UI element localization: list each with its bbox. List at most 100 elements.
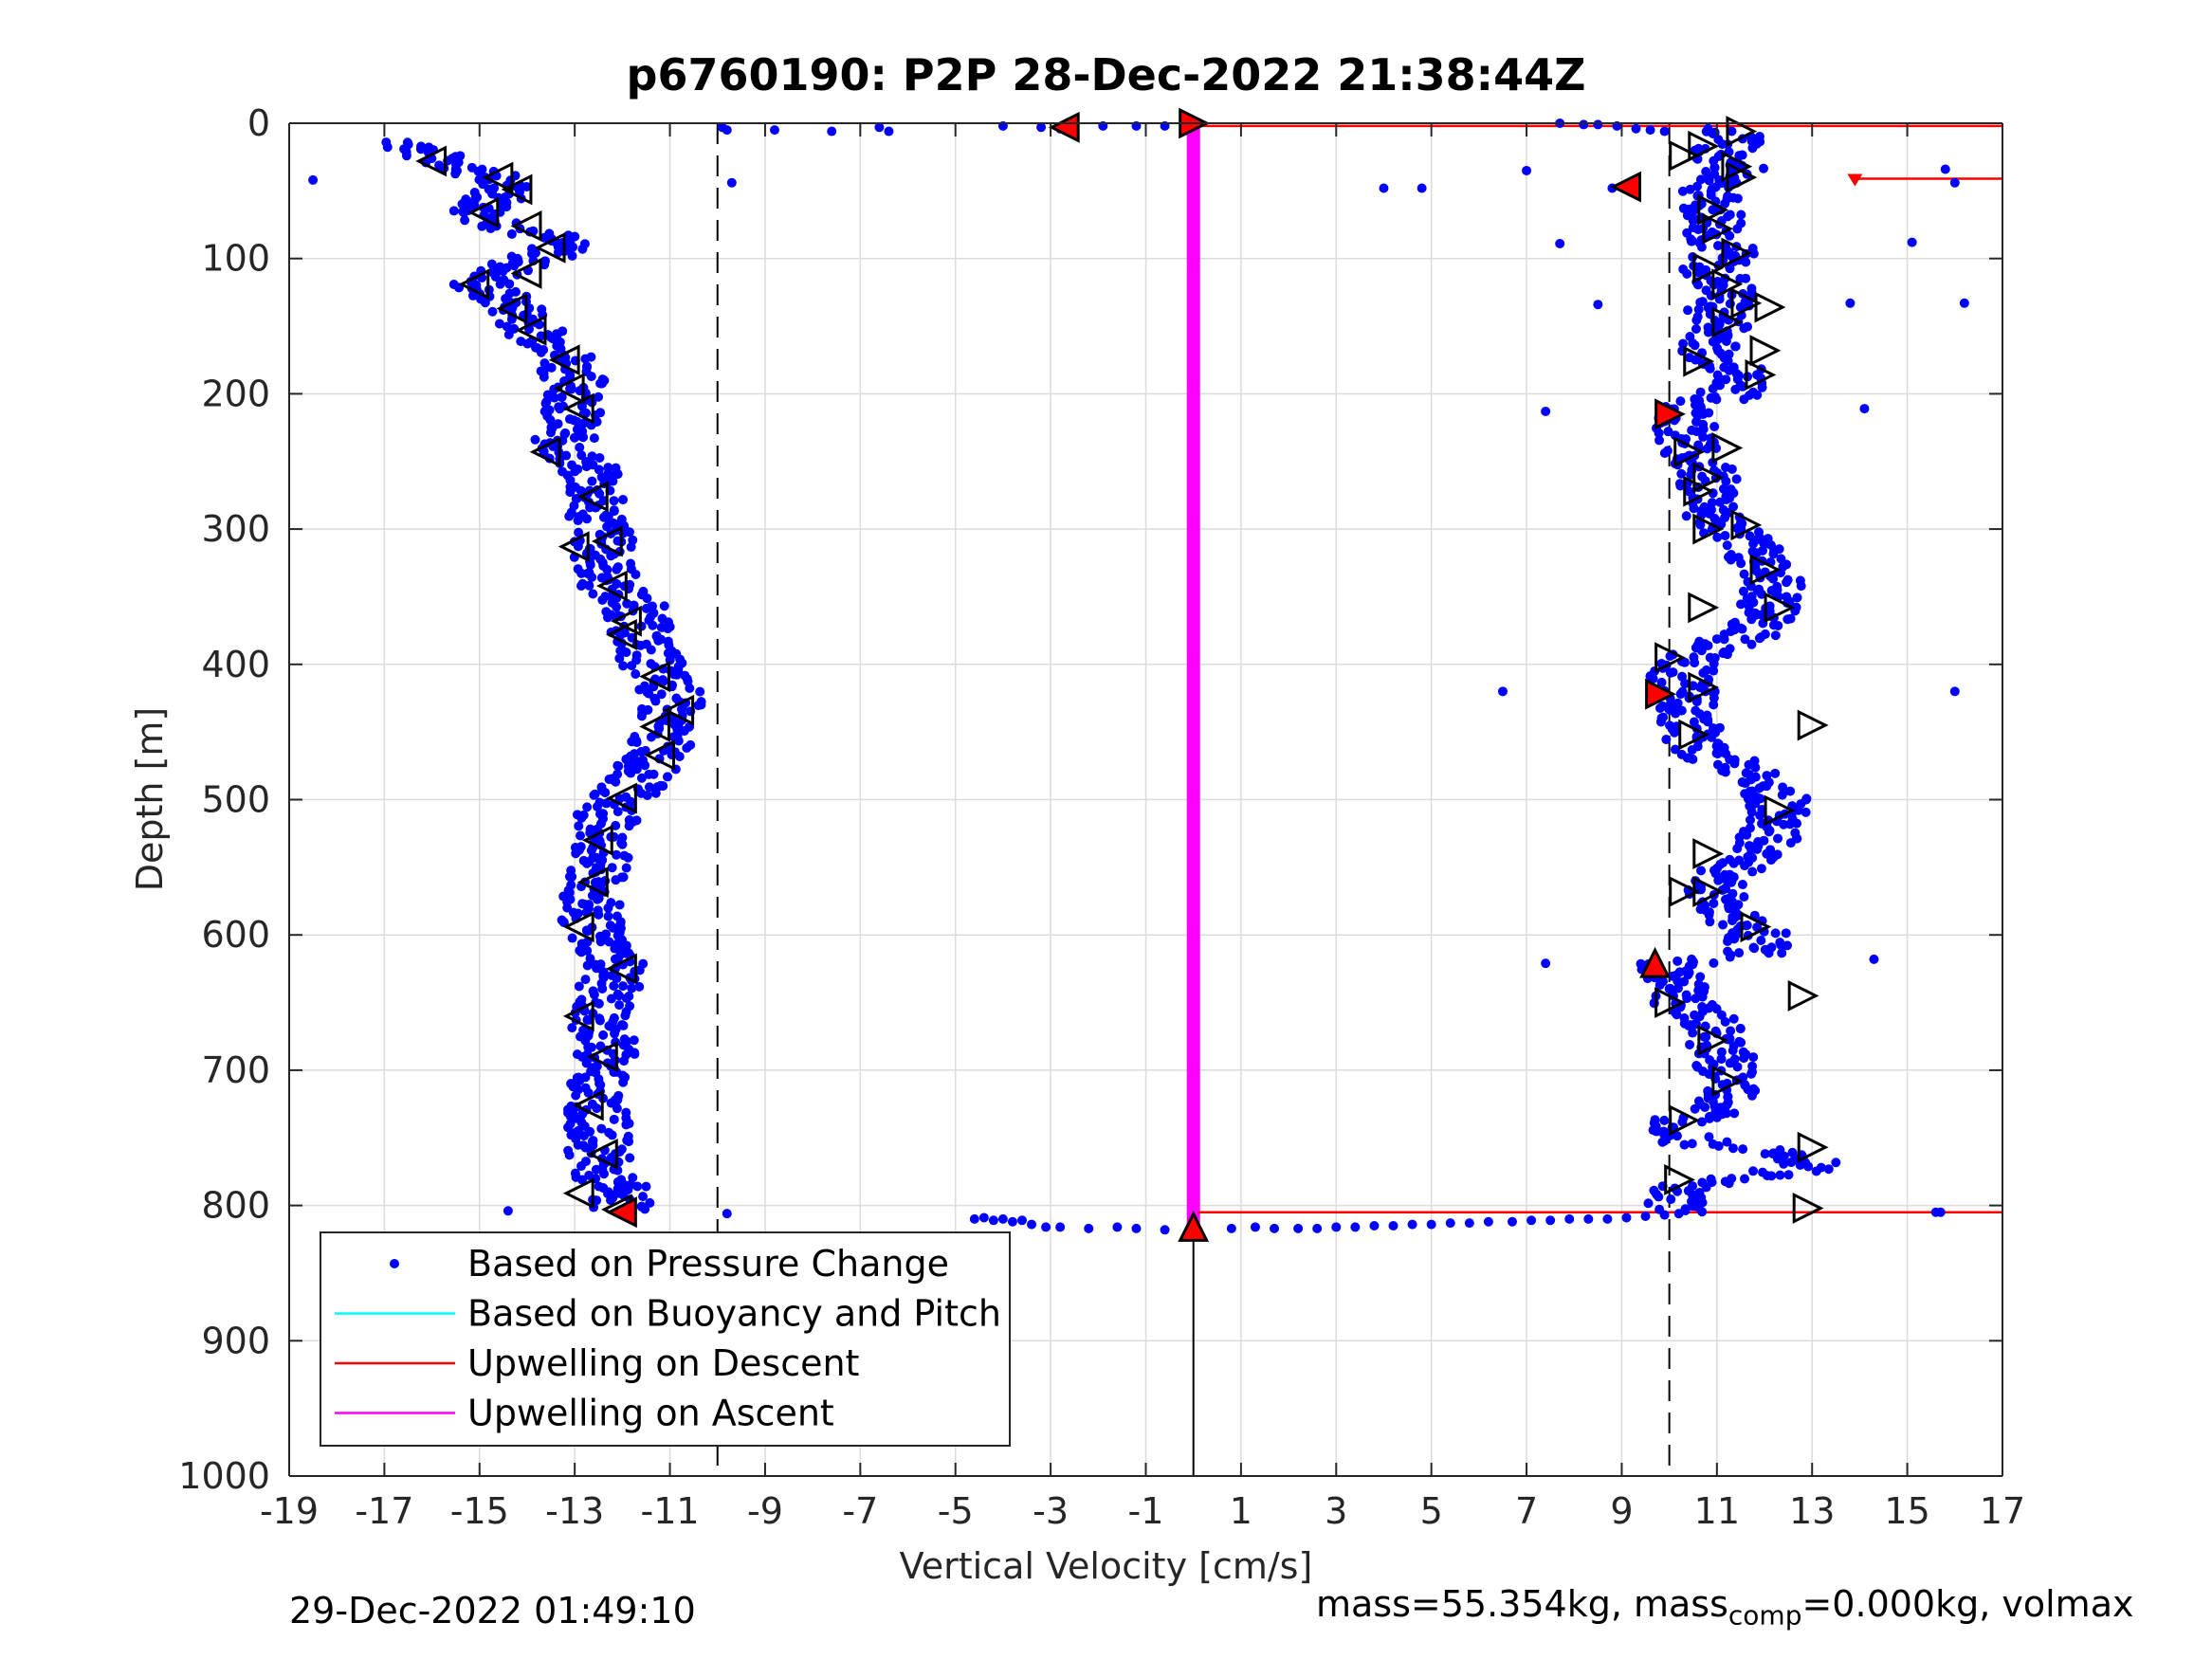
pressure-dot-descent: [595, 937, 606, 947]
ascent-marker: [1749, 335, 1782, 367]
ascent-marker: [1692, 838, 1725, 870]
pressure-dot-ascent: [1679, 1139, 1690, 1150]
pressure-dot-ascent: [1675, 689, 1686, 700]
x-tick-label: -11: [641, 1490, 700, 1532]
pressure-dot-descent: [682, 742, 692, 753]
pressure-dot-outlier: [1869, 954, 1879, 964]
pressure-dot-descent: [640, 760, 650, 771]
pressure-dot-ascent: [1703, 640, 1713, 650]
pressure-dot-ascent: [1652, 1126, 1662, 1137]
ascent-marker: [1692, 252, 1725, 284]
ascent-marker: [1740, 911, 1772, 943]
pressure-dot-descent: [506, 228, 517, 239]
y-tick-label: 0: [247, 102, 270, 144]
pressure-dot-bottom: [1640, 1212, 1651, 1222]
pressure-dot-ascent: [1739, 323, 1749, 334]
pressure-dot-ascent: [1709, 957, 1719, 968]
pressure-dot-descent: [581, 462, 592, 472]
pressure-dot-ascent: [1707, 498, 1717, 508]
pressure-dot-ascent: [1709, 422, 1720, 432]
pressure-dot-descent: [609, 1114, 619, 1124]
pressure-dot-descent: [618, 1077, 629, 1087]
pressure-dot-descent: [567, 1023, 577, 1033]
pressure-dot-ascent: [1711, 634, 1722, 645]
pressure-dot-descent: [624, 1137, 634, 1147]
pressure-dot-outlier: [598, 1183, 609, 1194]
chart-title: p6760190: P2P 28-Dec-2022 21:38:44Z: [626, 49, 1586, 100]
pressure-dot-descent: [674, 751, 685, 761]
pressure-dot-descent: [459, 208, 469, 218]
ascent-marker: [1654, 642, 1686, 674]
pressure-dot-descent: [618, 495, 629, 505]
pressure-dot-ascent: [1689, 503, 1699, 514]
x-tick-label: 9: [1610, 1490, 1633, 1532]
pressure-dot-ascent: [1770, 630, 1781, 641]
pressure-dot-outlier: [769, 125, 779, 136]
pressure-dot-ascent: [1782, 940, 1792, 951]
pressure-dot-ascent: [1711, 394, 1722, 405]
pressure-dot-descent: [610, 943, 620, 954]
pressure-dot-ascent: [1682, 268, 1692, 279]
descent-marker: [581, 824, 613, 856]
pressure-dot-outlier: [503, 1206, 513, 1216]
pressure-dot-descent: [611, 875, 621, 885]
red-descent-marker: [1048, 111, 1080, 143]
pressure-dot-descent: [604, 937, 614, 947]
red-descent-marker: [606, 1196, 637, 1229]
pressure-dot-descent: [549, 392, 559, 403]
y-axis-label: Depth [m]: [129, 706, 171, 892]
pressure-dot-descent: [648, 620, 658, 630]
pressure-dot-ascent: [1725, 230, 1735, 241]
x-tick-label: 1: [1230, 1490, 1252, 1532]
pressure-dot-ascent: [1671, 708, 1681, 719]
pressure-dot-ascent: [1713, 1140, 1724, 1151]
pressure-dot-descent: [448, 206, 459, 216]
pressure-dot-ascent: [1721, 476, 1731, 486]
descent-marker: [458, 268, 490, 301]
pressure-dot-outlier: [1579, 119, 1589, 130]
pressure-dot-ascent: [1735, 1023, 1746, 1033]
pressure-dot-descent: [602, 564, 612, 574]
pressure-dot-ascent: [1731, 474, 1742, 484]
pressure-dot-ascent: [1695, 972, 1706, 982]
pressure-dot-ascent: [1785, 786, 1796, 796]
pressure-dot-ascent: [1793, 805, 1803, 815]
pressure-dot-ascent: [1657, 1137, 1668, 1147]
ascent-marker: [1692, 462, 1725, 494]
pressure-dot-ascent: [1739, 569, 1749, 579]
pressure-dot-descent: [642, 593, 652, 604]
pressure-dot-ascent: [1673, 956, 1683, 966]
pressure-dot-ascent: [1704, 1132, 1714, 1142]
pressure-dot-ascent: [1732, 224, 1743, 234]
pressure-dot-descent: [585, 559, 595, 570]
pressure-dot-bottom: [997, 1213, 1008, 1224]
pressure-dot-descent: [530, 247, 540, 258]
pressure-dot-descent: [586, 1042, 596, 1052]
x-tick-label: 5: [1420, 1490, 1443, 1532]
pressure-dot-descent: [588, 589, 598, 599]
pressure-dot-ascent: [1732, 1062, 1743, 1072]
ascent-marker: [1721, 237, 1753, 269]
pressure-dot-descent: [612, 1103, 622, 1114]
descent-marker: [562, 911, 594, 943]
pressure-dot-descent: [594, 1015, 605, 1026]
pressure-dot-descent: [610, 1029, 620, 1039]
pressure-dot-descent: [607, 863, 617, 873]
pressure-dot-ascent: [1738, 1144, 1748, 1155]
pressure-dot-descent: [564, 871, 575, 882]
pressure-dot-descent: [592, 1103, 602, 1114]
x-tick-label: -19: [260, 1490, 319, 1532]
pressure-dot-ascent: [1690, 1103, 1700, 1114]
pressure-dot-ascent: [1713, 875, 1724, 885]
x-tick-label: 3: [1325, 1490, 1347, 1532]
descent-marker: [562, 392, 594, 425]
pressure-dot-outlier: [1659, 126, 1670, 137]
pressure-dot-outlier: [1935, 1207, 1946, 1217]
pressure-dot-descent: [584, 580, 594, 591]
pressure-dot-ascent: [1716, 1047, 1727, 1057]
pressure-dot-descent: [634, 684, 645, 695]
descent-marker: [606, 782, 637, 814]
pressure-dot-ascent: [1732, 193, 1743, 204]
x-tick-label: -5: [938, 1490, 974, 1532]
pressure-dot-outlier: [1036, 122, 1047, 133]
